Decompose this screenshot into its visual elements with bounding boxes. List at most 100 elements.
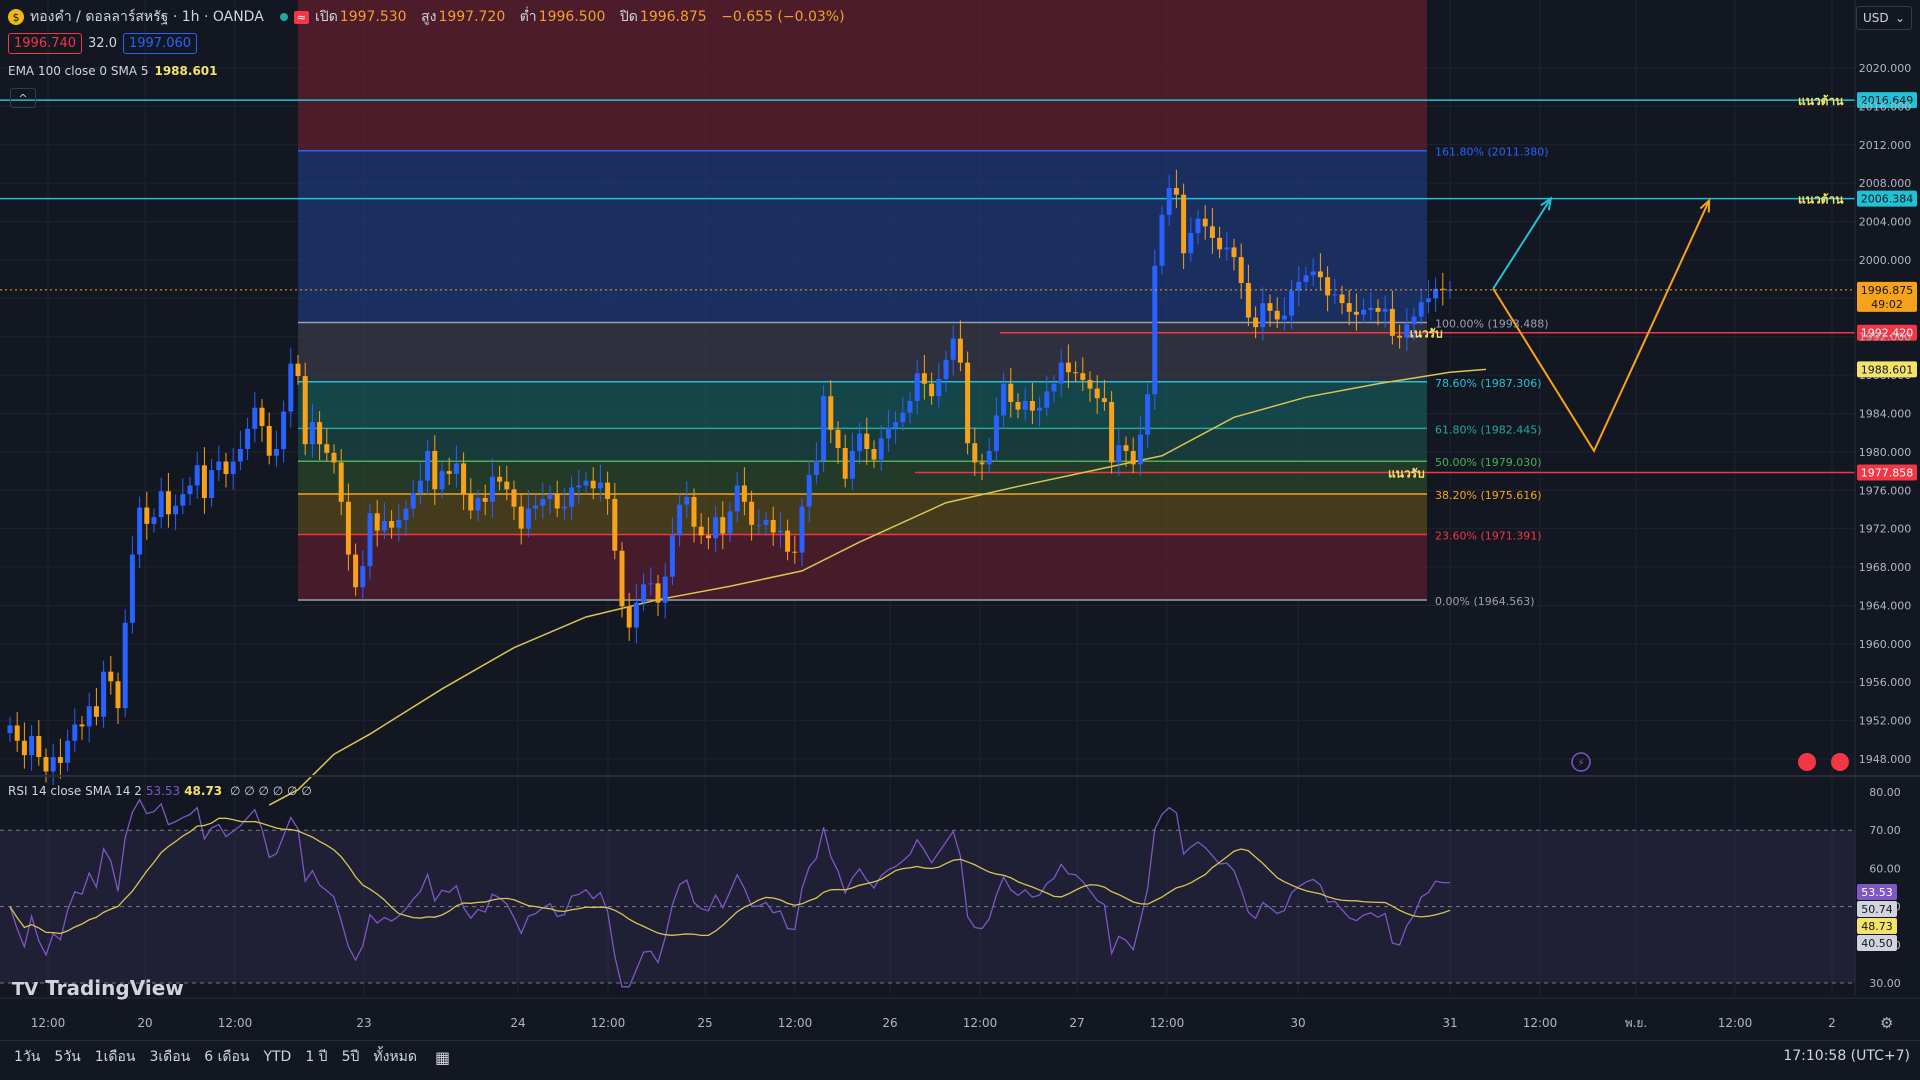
range-ytd[interactable]: YTD (263, 1049, 292, 1065)
fib-zone (298, 0, 1427, 151)
candle-body (93, 706, 99, 717)
candle-body (403, 508, 409, 521)
range-1m[interactable]: 1เดือน (94, 1049, 136, 1065)
candle-body (1361, 309, 1367, 315)
candle-body (302, 376, 308, 445)
candle-body (1202, 218, 1208, 227)
candle-body (864, 433, 870, 450)
lightning-icon: ⚡ (1577, 758, 1584, 769)
candle-body (245, 428, 251, 450)
candle-body (785, 530, 791, 552)
candle-body (65, 740, 71, 763)
candle-body (1382, 308, 1388, 312)
candle-body (461, 463, 467, 495)
candle-body (439, 471, 445, 490)
candle-body (504, 481, 510, 490)
price-chart[interactable]: 161.80% (2011.380) 100.00% (1993.488) 78.6… (0, 0, 1920, 1040)
calendar-icon[interactable]: ▦ (435, 1047, 451, 1067)
candle-body (1145, 394, 1151, 435)
candle-body (684, 496, 690, 505)
candle-body (331, 452, 337, 463)
price-tick-label: 1948.000 (1859, 753, 1912, 766)
candle-body (583, 480, 589, 486)
candle-body (1044, 391, 1050, 408)
candle-body (1116, 445, 1122, 463)
time-tick-label: 23 (356, 1016, 371, 1030)
collapse-legend-button[interactable]: ^ (10, 88, 36, 108)
candle-body (835, 429, 841, 449)
candle-body (727, 511, 733, 534)
candle-body (857, 433, 863, 451)
currency-select[interactable]: USD ⌄ (1856, 6, 1912, 30)
time-tick-label: 12:00 (1150, 1016, 1185, 1030)
candle-body (353, 554, 359, 588)
candle-body (547, 494, 553, 499)
candle-body (468, 494, 474, 511)
candle-body (720, 517, 726, 534)
price-tick-label: 2012.000 (1859, 139, 1912, 152)
candle-body (1224, 247, 1230, 250)
candle-body (828, 396, 834, 430)
candle-body (1404, 324, 1410, 338)
time-tick-label: 12:00 (31, 1016, 66, 1030)
candle-body (57, 757, 63, 763)
candle-body (165, 491, 171, 515)
time-tick-label: 26 (882, 1016, 897, 1030)
range-3m[interactable]: 3เดือน (149, 1049, 191, 1065)
rsi-tick-label: 30.00 (1869, 977, 1901, 990)
candle-body (677, 504, 683, 536)
candle-body (432, 450, 438, 490)
price-tick-label: 1976.000 (1859, 484, 1912, 497)
candle-body (533, 505, 539, 509)
candle-body (259, 407, 265, 426)
projection-path (1492, 200, 1711, 454)
fib-zone (298, 381, 1427, 429)
candle-body (792, 551, 798, 553)
bid-price[interactable]: 1996.740 (8, 33, 83, 54)
candle-body (345, 501, 351, 555)
candle-body (1332, 294, 1338, 296)
candle-body (201, 465, 207, 498)
arrowhead (1540, 196, 1553, 211)
candle-body (1418, 302, 1424, 317)
candle-body (489, 476, 495, 502)
candle-body (21, 740, 27, 756)
bottom-toolbar: 1วัน 5วัน 1เดือน 3เดือน 6 เดือน YTD 1 ปี… (0, 1040, 1920, 1073)
range-1d[interactable]: 1วัน (14, 1049, 41, 1065)
candle-body (921, 373, 927, 384)
ema-legend[interactable]: EMA 100 close 0 SMA 5 1988.601 (8, 64, 218, 78)
candle-body (252, 407, 258, 429)
fib-zone (298, 534, 1427, 601)
range-6m[interactable]: 6 เดือน (204, 1049, 250, 1065)
range-5y[interactable]: 5ปี (341, 1049, 360, 1065)
ask-price[interactable]: 1997.060 (122, 33, 198, 54)
fib-level-label: 161.80% (2011.380) (1435, 146, 1549, 159)
range-all[interactable]: ทั้งหมด (373, 1049, 417, 1065)
candle-body (1065, 362, 1071, 373)
price-tick-label: 2020.000 (1859, 62, 1912, 75)
candle-body (590, 480, 596, 489)
range-5d[interactable]: 5วัน (54, 1049, 81, 1065)
rsi-legend[interactable]: RSI 14 close SMA 14 2 53.53 48.73 ∅ ∅ ∅ ∅ … (8, 784, 312, 798)
time-tick-label: 2 (1828, 1016, 1836, 1030)
time-tick-label: 24 (510, 1016, 525, 1030)
time-tick-label: 12:00 (778, 1016, 813, 1030)
candle-body (597, 482, 603, 489)
candle-body (309, 422, 315, 445)
gear-icon[interactable]: ⚙ (1880, 1014, 1894, 1032)
price-tick-label: 2008.000 (1859, 177, 1912, 190)
candle-body (72, 724, 78, 741)
candle-body (425, 450, 431, 481)
candle-body (669, 535, 675, 577)
candle-body (1253, 317, 1259, 328)
time-tick-label: 20 (137, 1016, 152, 1030)
rsi-tick-label: 60.00 (1869, 862, 1901, 875)
candle-body (605, 482, 611, 499)
candle-body (389, 520, 395, 528)
candle-body (194, 465, 200, 486)
time-tick-label: 27 (1069, 1016, 1084, 1030)
clock: 17:10:58 (UTC+7) (1783, 1048, 1910, 1064)
time-tick-label: 12:00 (218, 1016, 253, 1030)
candle-body (1029, 401, 1035, 411)
range-1y[interactable]: 1 ปี (305, 1049, 328, 1065)
